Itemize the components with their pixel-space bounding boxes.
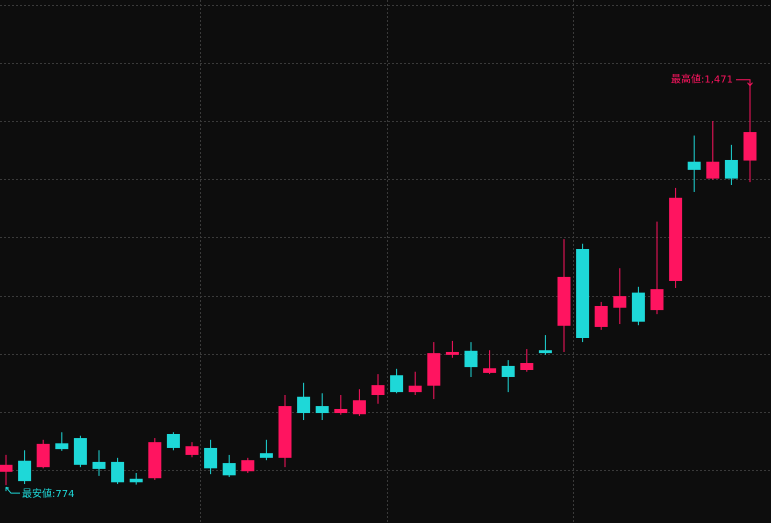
candle-body [204, 447, 218, 469]
candle-body [334, 408, 348, 414]
candle-body [352, 400, 366, 415]
candle-body [185, 446, 199, 455]
candle-body [669, 197, 683, 281]
candle-body [297, 396, 311, 414]
candle-body [315, 406, 329, 414]
candle-body [427, 353, 441, 386]
candle-body [148, 442, 162, 479]
candle-body [371, 385, 385, 396]
candle-body [631, 292, 645, 322]
annotation-label: 最安値:774 [22, 487, 74, 500]
candle-body [0, 464, 13, 472]
candle-body [166, 433, 180, 448]
annotation-label: 最高値:1,471 [671, 73, 733, 86]
candle-body [594, 306, 608, 327]
candle-body [129, 478, 143, 483]
candle-body [241, 460, 255, 472]
candle-body [576, 248, 590, 339]
candle-body [259, 453, 273, 458]
candle-body [408, 385, 422, 393]
candle-body [520, 363, 534, 370]
candle-body [613, 296, 627, 308]
candle-body [18, 460, 32, 482]
candle-body [724, 159, 738, 179]
candle-body [483, 368, 497, 373]
candle-body [706, 161, 720, 179]
candle-body [73, 438, 87, 465]
candle-body [557, 276, 571, 326]
candle-body [445, 351, 459, 355]
candle-body [650, 289, 664, 311]
candle-body [222, 463, 236, 476]
candle-body [36, 443, 50, 468]
candle-body [743, 132, 757, 161]
candle-body [390, 375, 404, 393]
candle-body [55, 443, 69, 450]
annotation-arrow [5, 486, 20, 494]
candle-body [538, 350, 552, 354]
candle-body [501, 365, 515, 377]
candle-body [278, 406, 292, 458]
candle-body [111, 461, 125, 483]
candle-body [687, 161, 701, 170]
candle-body [92, 461, 106, 469]
annotation-arrow [736, 79, 753, 87]
candle-body [464, 350, 478, 368]
